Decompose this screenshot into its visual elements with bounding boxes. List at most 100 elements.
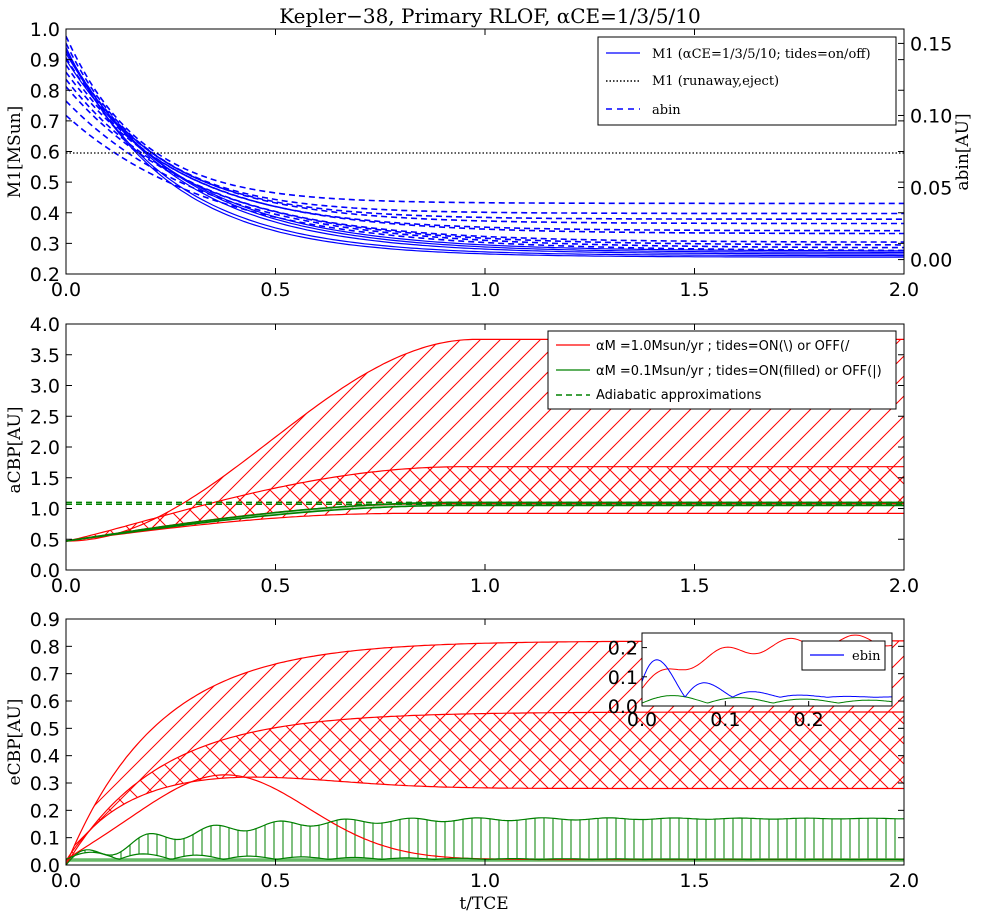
abin-dashed-curve [66,100,904,249]
middle-axes: 0.0 0.5 1.0 1.5 2.0 0.0 0.5 1.0 1.5 2.0 2.5 3.0 3.5 4… [30,314,919,597]
top-xtick-label: 0.0 [51,279,81,301]
ecbp-band-crosshatched [66,712,904,865]
top-ylabel: M1[MSun] [5,106,25,198]
inset-legend-label: ebin [852,649,881,664]
top-ytick-label: 0.5 [30,172,60,194]
ecbp-band-green [66,817,904,865]
m1-solid-curve [66,59,904,252]
bottom-ytick-label: 0.0 [30,855,60,877]
abin-dashed-curve [66,57,904,225]
top-axes: 0.0 0.5 1.0 1.5 2.0 0.2 0.3 0.4 0.5 0.6 0.7 0.8 0.9 1… [30,19,953,301]
bottom-ytick-label: 0.2 [30,800,60,822]
top-xtick-label: 1.0 [470,279,500,301]
bottom-ylabel: eCBP[AU] [5,699,25,786]
middle-legend-label-1: αM =0.1Msun/yr ; tides=ON(filled) or OFF… [596,364,882,379]
x-axis-label: t/TCE [459,894,508,914]
bottom-xtick-label: 1.5 [679,870,709,892]
middle-xtick-label: 1.5 [679,575,709,597]
ecbp-red-curve [66,711,904,865]
bottom-xtick-label: 2.0 [889,870,919,892]
top-y2label: abin[AU] [953,113,973,190]
inset-xtick-label: 0.1 [710,709,740,731]
middle-ytick-label: 2.5 [30,406,60,428]
middle-ytick-label: 3.0 [30,376,60,398]
bottom-ytick-label: 0.3 [30,773,60,795]
abin-dashed-curve [66,78,904,243]
top-xtick-label: 2.0 [889,279,919,301]
bottom-xtick-label: 0.0 [51,870,81,892]
bottom-xtick-label: 0.5 [260,870,290,892]
middle-ytick-label: 4.0 [30,314,60,336]
middle-legend: αM =1.0Msun/yr ; tides=ON(\) or OFF(/ αM… [547,330,897,410]
middle-ylabel: aCBP[AU] [5,407,25,494]
inset-green-curve [641,695,893,704]
inset-ytick-label: 0.0 [608,696,638,718]
middle-panel: 0.0 0.5 1.0 1.5 2.0 0.0 0.5 1.0 1.5 2.0 2.5 3.0 3.5 4… [5,314,919,597]
top-series-group [66,35,904,258]
middle-xtick-label: 0.5 [260,575,290,597]
acbp-green-curve [66,501,904,542]
bottom-ytick-label: 0.7 [30,664,60,686]
middle-xtick-label: 2.0 [889,575,919,597]
inset-series-group [641,634,893,704]
inset-ytick-label: 0.2 [608,638,638,660]
inset-axes: 0.0 0.1 0.2 0.0 0.1 0.2 [608,638,824,731]
top-panel: 0.0 0.5 1.0 1.5 2.0 0.2 0.3 0.4 0.5 0.6 0.7 0.8 0.9 1… [5,19,973,301]
top-legend-box [597,36,897,126]
bottom-ytick-label: 0.1 [30,828,60,850]
top-legend-label-0: M1 (αCE=1/3/5/10; tides=on/off) [652,47,871,62]
top-xtick-label: 0.5 [260,279,290,301]
bottom-axes: 0.0 0.5 1.0 1.5 2.0 0.0 0.1 0.2 0.3 0.4 0.5 0.6 0.7 0… [30,609,919,892]
ecbp-red-curve [66,776,904,862]
m1-solid-curve [66,53,904,253]
top-y2tick-label: 0.10 [910,105,952,127]
abin-dashed-curve [66,71,904,235]
inset-xtick-label: 0.2 [794,709,824,731]
figure-title: Kepler−38, Primary RLOF, αCE=1/3/5/10 [279,4,701,28]
m1-solid-curve [66,50,904,257]
bottom-ytick-label: 0.8 [30,636,60,658]
bottom-ytick-label: 0.4 [30,746,60,768]
abin-dashed-curve [66,35,904,205]
top-ytick-label: 0.6 [30,142,60,164]
acbp-green-curve [66,504,904,542]
m1-solid-curve [66,47,904,258]
bottom-ytick-label: 0.9 [30,609,60,631]
top-plot-area [66,35,904,258]
m1-solid-curve [66,50,904,255]
top-ytick-label: 0.9 [30,50,60,72]
acbp-band-crosshatched [66,466,904,542]
bottom-xtick-label: 1.0 [470,870,500,892]
middle-xtick-label: 0.0 [51,575,81,597]
inset: 0.0 0.1 0.2 0.0 0.1 0.2 ebin [608,632,893,731]
top-xtick-label: 1.5 [679,279,709,301]
inset-blue-curve [641,659,892,698]
inset-ytick-label: 0.1 [608,667,638,689]
middle-xtick-label: 1.0 [470,575,500,597]
middle-ytick-label: 0.5 [30,529,60,551]
abin-dashed-curve [66,64,904,232]
inset-frame [641,632,893,707]
middle-ytick-label: 2.0 [30,437,60,459]
abin-dashed-curve [66,114,904,252]
middle-ytick-label: 0.0 [30,560,60,582]
inset-red-curve [641,634,893,689]
bottom-ytick-label: 0.5 [30,718,60,740]
top-legend-label-1: M1 (runaway,eject) [652,74,779,89]
top-legend: M1 (αCE=1/3/5/10; tides=on/off) M1 (runa… [597,36,897,126]
top-ytick-label: 0.2 [30,264,60,286]
top-y2tick-label: 0.15 [910,33,952,55]
top-ytick-label: 0.8 [30,80,60,102]
top-ytick-label: 0.4 [30,203,60,225]
middle-legend-box [547,330,897,410]
inset-xtick-label: 0.0 [627,709,657,731]
acbp-red-curve [66,466,904,542]
top-y2tick-label: 0.00 [910,250,952,272]
abin-dashed-curve [66,86,904,246]
ecbp-green-curve [66,817,904,865]
bottom-ytick-label: 0.6 [30,691,60,713]
top-y2tick-label: 0.05 [910,178,952,200]
middle-legend-label-2: Adiabatic approximations [596,388,762,403]
middle-ytick-label: 1.0 [30,499,60,521]
